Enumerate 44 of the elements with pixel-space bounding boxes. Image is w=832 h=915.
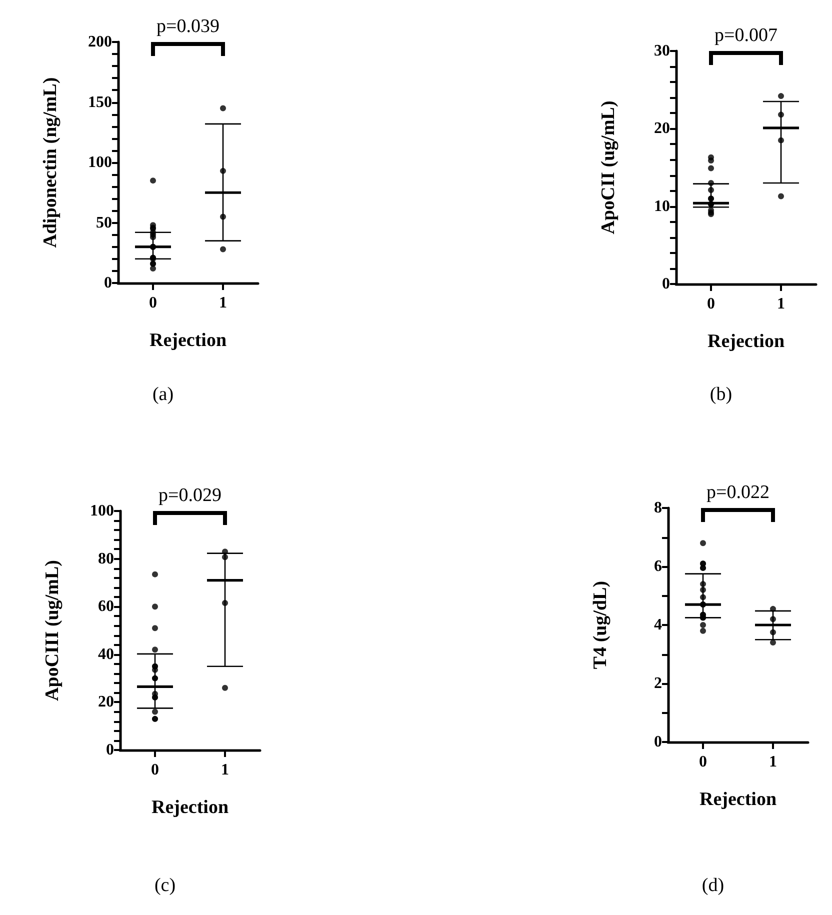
x-tick-label: 1 — [221, 762, 229, 778]
text: (b) — [710, 384, 732, 406]
y-tick-label: 100 — [90, 502, 114, 520]
y-axis-title: ApoCII (ug/mL) — [598, 100, 619, 234]
x-tick-label: 0 — [707, 296, 715, 312]
y-tick-label: 6 — [654, 558, 662, 575]
text: (a) — [152, 384, 174, 406]
text: (c) — [154, 875, 176, 897]
y-tick-label: 60 — [98, 598, 114, 616]
x-tick-label: 0 — [699, 754, 707, 770]
x-axis-title: Rejection — [699, 789, 777, 810]
text: p=0.039 — [156, 16, 220, 38]
y-axis-title: Adiponectin (ng/mL) — [40, 77, 61, 248]
y-tick-label: 2 — [654, 675, 662, 692]
y-tick-label: 10 — [654, 198, 670, 215]
x-tick-label: 0 — [149, 294, 157, 312]
y-axis-title: ApoCIII (ug/mL) — [42, 560, 63, 701]
y-tick-label: 0 — [654, 734, 662, 750]
y-tick-label: 30 — [654, 42, 670, 60]
x-tick-label: 1 — [219, 294, 227, 312]
y-axis-title: T4 (ug/dL) — [590, 580, 611, 670]
y-tick-label: 40 — [98, 646, 114, 663]
y-tick-label: 150 — [88, 94, 112, 111]
text: p=0.007 — [714, 25, 778, 47]
x-tick-label: 1 — [777, 296, 785, 312]
y-tick-label: 4 — [654, 616, 662, 634]
y-tick-label: 80 — [98, 550, 114, 568]
x-axis-title: Rejection — [151, 797, 229, 818]
x-axis-title: Rejection — [707, 331, 785, 352]
text: (d) — [702, 875, 724, 897]
x-axis-title: Rejection — [149, 330, 227, 351]
y-tick-label: 20 — [98, 694, 114, 711]
y-tick-label: 0 — [662, 276, 670, 292]
y-tick-label: 20 — [654, 120, 670, 138]
y-tick-label: 100 — [88, 154, 112, 171]
text: p=0.029 — [158, 485, 222, 507]
x-tick-label: 0 — [151, 762, 159, 778]
x-tick-label: 1 — [769, 754, 777, 770]
y-tick-label: 0 — [104, 274, 112, 292]
y-tick-label: 0 — [106, 742, 114, 758]
y-tick-label: 200 — [88, 34, 112, 50]
y-tick-label: 50 — [96, 214, 112, 232]
text: p=0.022 — [706, 482, 770, 504]
y-tick-label: 8 — [654, 500, 662, 516]
